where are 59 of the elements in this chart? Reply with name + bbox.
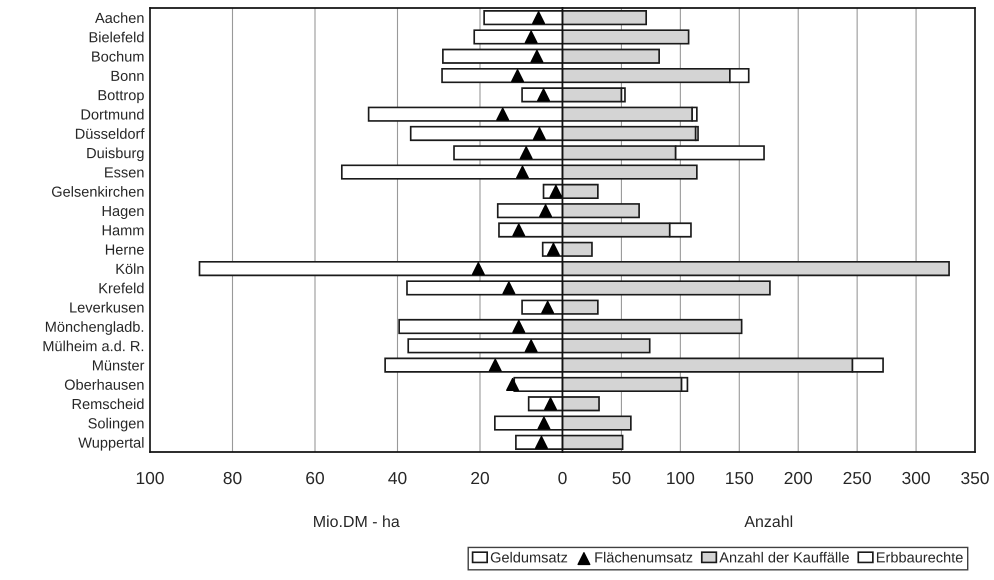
y-tick-label: Bochum	[92, 50, 144, 62]
x-axis-title: Mio.DM - ha	[314, 515, 400, 528]
x-tick-label: 250	[844, 472, 871, 484]
y-tick-label: Bielefeld	[90, 32, 144, 42]
x-tick-label: 200	[784, 472, 812, 484]
x-tick-label: 300	[902, 472, 930, 484]
point	[472, 262, 485, 276]
y-tick-label: Oberhausen	[64, 379, 144, 390]
point	[511, 69, 524, 82]
y-tick-label: Aachen	[95, 12, 144, 24]
x-tick-label: 0	[558, 472, 567, 484]
legend-label: Flächenumsatz	[595, 552, 692, 563]
x-tick-label: 100	[667, 472, 694, 484]
point	[537, 416, 550, 430]
y-tick-label: Mönchengladb.	[46, 321, 144, 335]
point	[524, 30, 538, 44]
y-tick-label: Gelsenkirchen	[52, 186, 144, 197]
x-tick-label: 20	[471, 472, 489, 484]
y-tick-label: Bonn	[112, 70, 144, 81]
y-tick-label: Münster	[92, 360, 144, 371]
point	[496, 108, 510, 121]
y-tick-label: Hagen	[102, 206, 144, 220]
point	[539, 204, 552, 218]
x-tick-label: 50	[612, 472, 630, 484]
point	[502, 281, 516, 294]
point	[506, 378, 520, 391]
y-tick-label: Duisburg	[87, 148, 144, 162]
point	[520, 146, 533, 160]
x-tick-label: 100	[136, 472, 164, 484]
y-tick-label: Mülheim a.d. R.	[44, 340, 144, 352]
point	[532, 11, 546, 24]
x-tick-label: 60	[306, 472, 324, 484]
x-tick-label: 350	[961, 472, 989, 484]
point	[488, 358, 502, 372]
y-tick-label: Düsseldorf	[76, 128, 144, 139]
point	[532, 126, 546, 140]
point	[512, 223, 526, 237]
y-tick-label: Köln	[116, 263, 144, 274]
legend-label: Anzahl der Kauffälle	[719, 552, 849, 563]
point	[524, 339, 538, 352]
y-tick-label: Krefeld	[99, 282, 144, 294]
point	[530, 50, 544, 63]
y-tick-label: Solingen	[88, 418, 144, 432]
x-tick-label: 40	[388, 472, 406, 484]
y-tick-label: Essen	[105, 167, 144, 178]
x-tick-label: 80	[224, 472, 242, 484]
y-tick-label: Remscheid	[72, 398, 144, 410]
y-tick-label: Herne	[106, 244, 144, 255]
y-tick-label: Dortmund	[82, 108, 144, 120]
legend-label: Geldumsatz	[490, 552, 568, 563]
legend-label: Erbbaurechte	[876, 552, 963, 563]
y-tick-label: Bottrop	[98, 90, 144, 104]
point	[512, 320, 526, 334]
y-tick-label: Wuppertal	[78, 437, 144, 451]
x-tick-label: 150	[726, 472, 754, 484]
point	[516, 166, 529, 179]
x-axis-title: Anzahl	[744, 515, 792, 528]
y-tick-label: Hamm	[102, 225, 144, 236]
y-tick-label: Leverkusen	[70, 302, 144, 313]
